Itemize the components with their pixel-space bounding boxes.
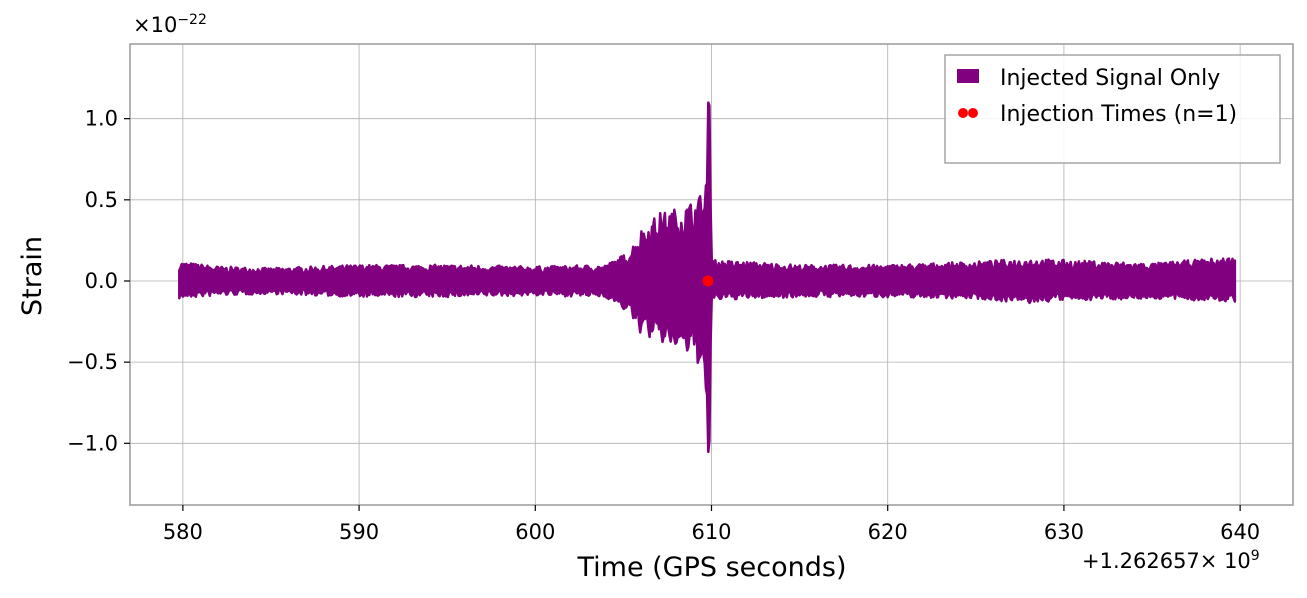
y-axis-label: Strain	[17, 236, 48, 316]
injection-time-marker	[702, 275, 714, 287]
y-tick-label: −1.0	[67, 431, 118, 455]
x-tick-label: 600	[515, 520, 555, 544]
y-tick-label: −0.5	[67, 350, 118, 374]
x-tick-label: 630	[1044, 520, 1084, 544]
y-tick-label: 0.5	[85, 188, 118, 212]
plot-area	[178, 101, 1237, 454]
y-tick-label: 0.0	[85, 269, 118, 293]
legend-swatch-injected-signal	[957, 69, 979, 83]
x-offset-exponent: 9	[1250, 548, 1260, 564]
x-offset-suffix: × 10	[1199, 549, 1251, 573]
legend-marker-injection-times-2	[968, 108, 978, 118]
y-scale-prefix: ×10	[133, 13, 178, 37]
legend-marker-injection-times	[958, 108, 968, 118]
legend-label-injection-times: Injection Times (n=1)	[1000, 102, 1237, 127]
x-tick-label: 620	[868, 520, 908, 544]
x-offset-label: +1.262657× 109	[1082, 548, 1260, 573]
y-scale-exponent: −22	[177, 12, 207, 28]
x-tick-label: 590	[339, 520, 379, 544]
x-tick-label: 580	[163, 520, 203, 544]
legend: Injected Signal Only Injection Times (n=…	[944, 54, 1281, 164]
x-tick-label: 610	[691, 520, 731, 544]
legend-label-injected-signal: Injected Signal Only	[1000, 66, 1220, 91]
y-scale-factor: ×10−22	[133, 12, 207, 37]
tick-marks	[124, 118, 1241, 511]
legend-box	[944, 54, 1281, 164]
x-offset-value: +1.262657	[1082, 549, 1200, 573]
x-axis-label: Time (GPS seconds)	[576, 552, 846, 583]
y-tick-label: 1.0	[85, 107, 118, 131]
x-tick-label: 640	[1220, 520, 1260, 544]
